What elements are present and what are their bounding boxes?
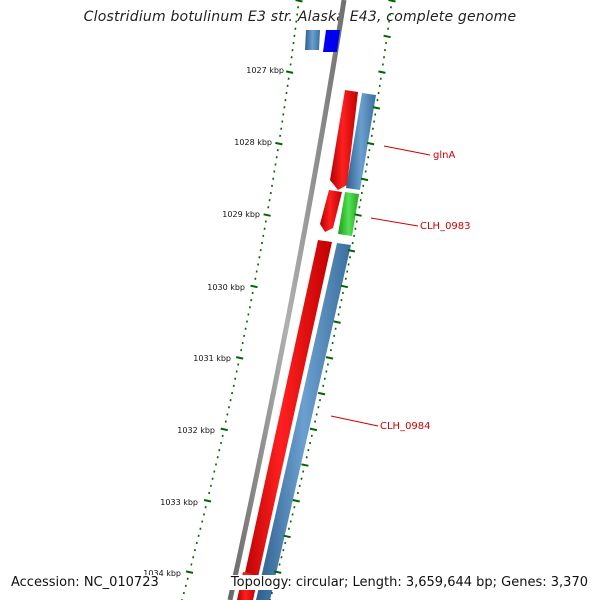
tick-mark	[366, 141, 375, 146]
gene-feature[interactable]	[346, 93, 376, 190]
map-title: Clostridium botulinum E3 str. Alaska E43…	[83, 9, 517, 25]
tick-mark	[354, 213, 362, 217]
gene-feature[interactable]	[338, 192, 359, 236]
tick-mark	[372, 106, 381, 110]
tick-mark	[250, 284, 258, 289]
label-leader-line	[370, 217, 419, 227]
tick-mark	[263, 213, 271, 217]
tick-mark	[378, 70, 386, 74]
tick-mark	[275, 141, 283, 146]
ruler-label: 1032 kbp	[177, 426, 215, 435]
label-leader-line	[330, 415, 379, 427]
gene-label-clh0983[interactable]: CLH_0983	[420, 221, 471, 232]
gene-feature[interactable]	[256, 243, 351, 600]
tick-mark	[185, 570, 194, 574]
tick-mark	[325, 356, 334, 360]
tick-mark	[292, 499, 300, 503]
tick-mark	[333, 320, 341, 324]
ruler-label: 1034 kbp	[143, 569, 181, 578]
tick-mark	[309, 427, 318, 432]
gene-feature[interactable]	[239, 240, 332, 600]
genome-summary-text: Topology: circular; Length: 3,659,644 bp…	[228, 575, 590, 590]
ruler-label: 1030 kbp	[207, 283, 245, 292]
gene-feature[interactable]	[320, 190, 342, 232]
tick-mark	[388, 0, 396, 3]
tick-mark	[317, 391, 326, 396]
tick-mark	[285, 70, 294, 74]
ruler-label: 1028 kbp	[234, 138, 272, 147]
ruler-label: 1033 kbp	[160, 498, 198, 507]
gene-label-glnA[interactable]: glnA	[433, 150, 455, 161]
tick-mark	[301, 463, 309, 467]
tick-mark	[383, 34, 391, 39]
gene-label-clh0984[interactable]: CLH_0984	[380, 421, 431, 432]
tick-mark	[340, 284, 349, 289]
tick-mark	[360, 177, 369, 182]
tick-mark	[283, 534, 291, 539]
genome-backbone	[227, 0, 347, 600]
tick-mark	[220, 427, 228, 432]
gene-feature[interactable]	[323, 30, 340, 52]
ruler-label: 1029 kbp	[222, 210, 260, 219]
tick-mark	[235, 356, 244, 360]
accession-text: Accession: NC_010723	[9, 575, 161, 590]
gene-feature[interactable]	[330, 90, 358, 190]
tick-mark	[347, 249, 356, 253]
tick-mark	[203, 499, 212, 503]
gene-feature[interactable]	[305, 30, 320, 50]
tick-mark	[295, 0, 303, 3]
label-leader-line	[383, 145, 431, 156]
ruler-label: 1031 kbp	[193, 354, 231, 363]
ruler-label: 1027 kbp	[246, 66, 284, 75]
inner-tick-track	[181, 0, 303, 600]
tick-mark	[273, 570, 282, 574]
position-ruler: 1027 kbp 1028 kbp 1029 kbp 1030 kbp 1031…	[143, 66, 284, 578]
